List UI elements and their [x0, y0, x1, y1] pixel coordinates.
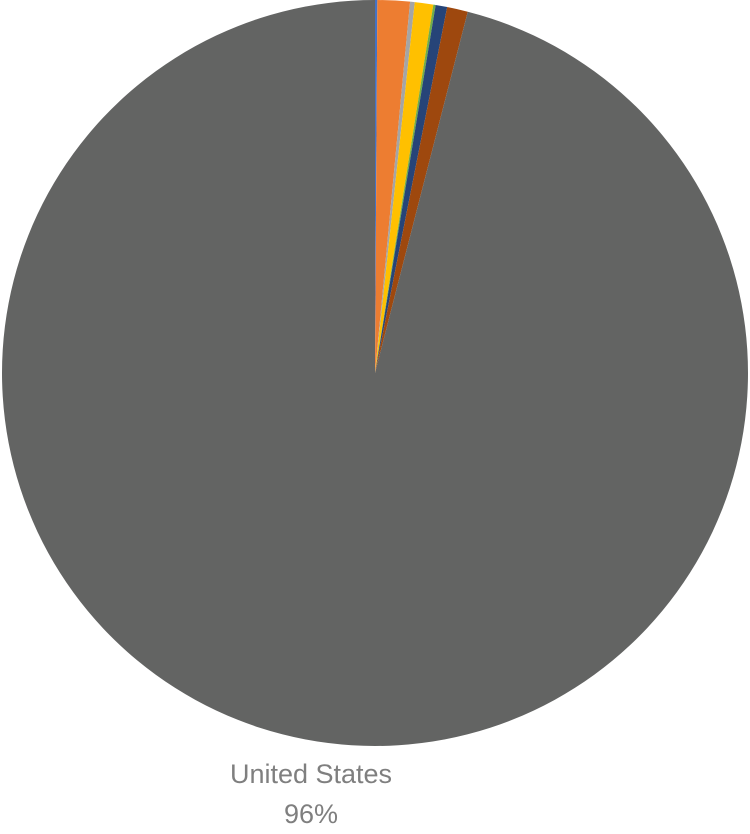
pie-slice [375, 7, 468, 374]
pie-slice [375, 2, 434, 374]
slice-value-label: 96% [284, 799, 338, 829]
pie-slice [375, 0, 411, 374]
slice-label: United States [230, 759, 392, 789]
pie-slice [375, 4, 436, 373]
pie-slice [375, 0, 378, 373]
pie-slice [375, 4, 448, 373]
pie-slice [1, 0, 749, 746]
pie-slice [375, 1, 415, 373]
